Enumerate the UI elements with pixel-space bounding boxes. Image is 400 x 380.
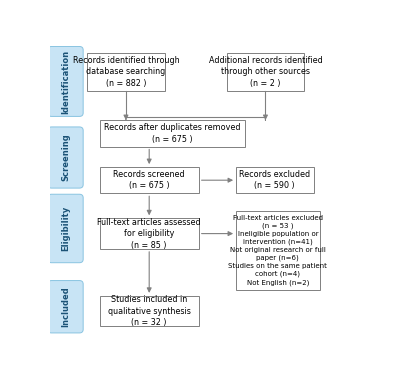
Text: Records after duplicates removed
(n = 675 ): Records after duplicates removed (n = 67… xyxy=(104,123,241,144)
FancyBboxPatch shape xyxy=(48,46,83,116)
FancyBboxPatch shape xyxy=(236,211,320,290)
Text: Screening: Screening xyxy=(61,134,70,181)
FancyBboxPatch shape xyxy=(100,120,245,147)
FancyBboxPatch shape xyxy=(100,218,199,249)
FancyBboxPatch shape xyxy=(87,53,165,91)
FancyBboxPatch shape xyxy=(48,127,83,188)
Text: Included: Included xyxy=(61,287,70,327)
FancyBboxPatch shape xyxy=(48,280,83,333)
Text: Full-text articles assessed
for eligibility
(n = 85 ): Full-text articles assessed for eligibil… xyxy=(97,218,201,250)
Text: Identification: Identification xyxy=(61,49,70,114)
FancyBboxPatch shape xyxy=(100,167,199,193)
Text: Studies included in
qualitative synthesis
(n = 32 ): Studies included in qualitative synthesi… xyxy=(108,295,191,327)
Text: Records screened
(n = 675 ): Records screened (n = 675 ) xyxy=(113,170,185,190)
Text: Additional records identified
through other sources
(n = 2 ): Additional records identified through ot… xyxy=(208,56,322,88)
FancyBboxPatch shape xyxy=(236,167,314,193)
FancyBboxPatch shape xyxy=(100,296,199,326)
Text: Records identified through
database searching
(n = 882 ): Records identified through database sear… xyxy=(73,56,179,88)
Text: Full-text articles excluded
(n = 53 )
Ineligible population or
intervention (n=4: Full-text articles excluded (n = 53 ) In… xyxy=(228,215,327,286)
Text: Records excluded
(n = 590 ): Records excluded (n = 590 ) xyxy=(239,170,310,190)
FancyBboxPatch shape xyxy=(48,194,83,263)
FancyBboxPatch shape xyxy=(227,53,304,91)
Text: Eligibility: Eligibility xyxy=(61,206,70,251)
